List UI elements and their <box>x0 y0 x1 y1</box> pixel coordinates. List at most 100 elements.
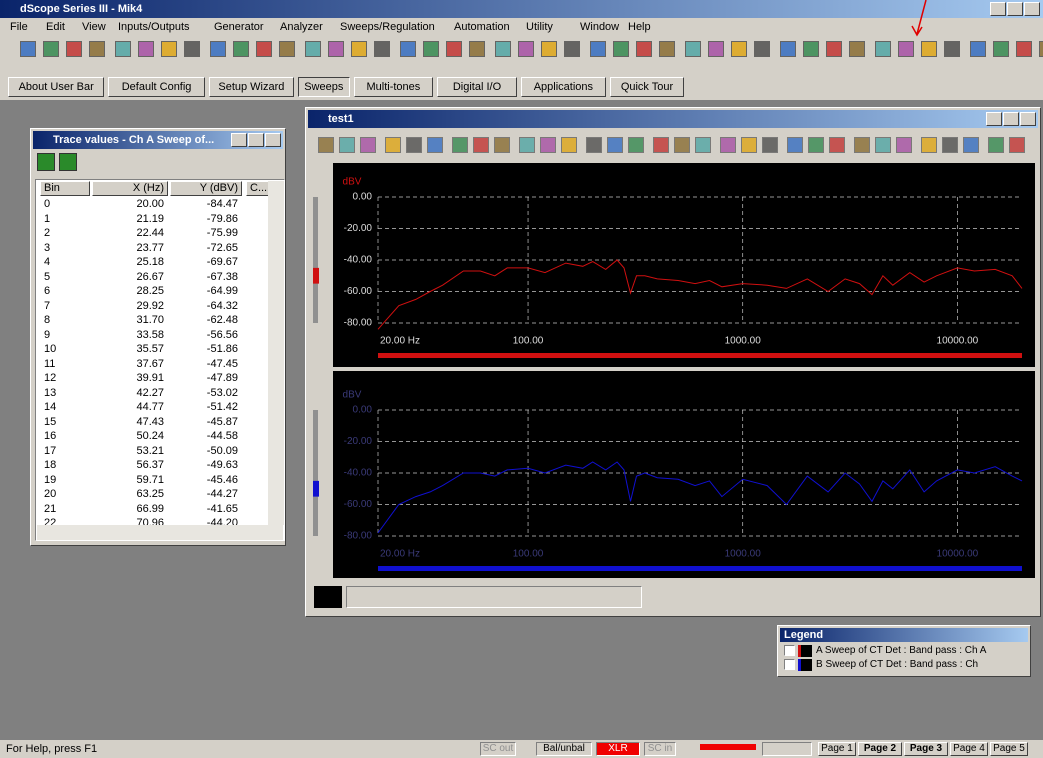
menu-item[interactable]: Sweeps/Regulation <box>340 21 435 33</box>
graph-toolbar-button[interactable] <box>741 137 757 153</box>
toolbar-button[interactable] <box>898 41 914 57</box>
graph-toolbar-button[interactable] <box>762 137 778 153</box>
graph-toolbar-button[interactable] <box>406 137 422 153</box>
graph-toolbar-button[interactable] <box>829 137 845 153</box>
toolbar-button[interactable] <box>210 41 226 57</box>
maximize-button[interactable] <box>1003 112 1019 126</box>
toolbar-button[interactable] <box>993 41 1009 57</box>
toolbar-button[interactable] <box>89 41 105 57</box>
page-tab[interactable]: Page 4 <box>950 742 988 756</box>
text-entry[interactable] <box>346 586 642 608</box>
checkbox[interactable] <box>784 645 795 656</box>
toolbar-button[interactable] <box>184 41 200 57</box>
graph-toolbar-button[interactable] <box>628 137 644 153</box>
toolbar-button[interactable] <box>970 41 986 57</box>
user-bar-button[interactable]: Multi-tones <box>353 77 434 97</box>
graph-toolbar-button[interactable] <box>473 137 489 153</box>
menu-item[interactable]: Window <box>580 21 620 33</box>
graph-toolbar-button[interactable] <box>339 137 355 153</box>
save-button[interactable] <box>37 153 55 171</box>
toolbar-button[interactable] <box>20 41 36 57</box>
user-bar-button[interactable]: About User Bar <box>8 77 105 97</box>
toolbar-button[interactable] <box>138 41 154 57</box>
page-tab[interactable]: Page 3 <box>904 742 948 756</box>
user-bar-button[interactable]: Setup Wizard <box>208 77 294 97</box>
graph-toolbar-button[interactable] <box>494 137 510 153</box>
toolbar-button[interactable] <box>541 41 557 57</box>
toolbar-button[interactable] <box>803 41 819 57</box>
toolbar-button[interactable] <box>921 41 937 57</box>
menu-item[interactable]: Edit <box>46 21 65 33</box>
toolbar-button[interactable] <box>328 41 344 57</box>
graph-toolbar-button[interactable] <box>385 137 401 153</box>
graph-toolbar-button[interactable] <box>808 137 824 153</box>
graph-toolbar-button[interactable] <box>787 137 803 153</box>
menu-item[interactable]: Automation <box>454 21 510 33</box>
graph-toolbar-button[interactable] <box>318 137 334 153</box>
toolbar-button[interactable] <box>351 41 367 57</box>
graph-toolbar-button[interactable] <box>896 137 912 153</box>
user-bar-button[interactable]: Applications <box>520 77 606 97</box>
toolbar-button[interactable] <box>826 41 842 57</box>
user-bar-button[interactable]: Digital I/O <box>437 77 517 97</box>
save-as-button[interactable] <box>59 153 77 171</box>
toolbar-button[interactable] <box>66 41 82 57</box>
toolbar-button[interactable] <box>1016 41 1032 57</box>
graph-toolbar-button[interactable] <box>720 137 736 153</box>
toolbar-button[interactable] <box>780 41 796 57</box>
graph-toolbar-button[interactable] <box>452 137 468 153</box>
menu-item[interactable]: View <box>82 21 106 33</box>
toolbar-button[interactable] <box>161 41 177 57</box>
toolbar-button[interactable] <box>233 41 249 57</box>
user-bar-button[interactable]: Default Config <box>108 77 205 97</box>
menu-item[interactable]: Help <box>628 21 651 33</box>
graph-toolbar-button[interactable] <box>1009 137 1025 153</box>
toolbar-button[interactable] <box>279 41 295 57</box>
toolbar-button[interactable] <box>754 41 770 57</box>
toolbar-button[interactable] <box>423 41 439 57</box>
toolbar-button[interactable] <box>944 41 960 57</box>
graph-toolbar-button[interactable] <box>607 137 623 153</box>
menu-item[interactable]: Analyzer <box>280 21 323 33</box>
toolbar-button[interactable] <box>685 41 701 57</box>
graph-toolbar-button[interactable] <box>519 137 535 153</box>
checkbox[interactable] <box>784 659 795 670</box>
toolbar-button[interactable] <box>636 41 652 57</box>
graph-toolbar-button[interactable] <box>988 137 1004 153</box>
user-bar-button[interactable]: Sweeps <box>298 77 350 97</box>
toolbar-button[interactable] <box>115 41 131 57</box>
graph-toolbar-button[interactable] <box>427 137 443 153</box>
graph-toolbar-button[interactable] <box>854 137 870 153</box>
toolbar-button[interactable] <box>256 41 272 57</box>
toolbar-button[interactable] <box>469 41 485 57</box>
menu-item[interactable]: Utility <box>526 21 553 33</box>
graph-toolbar-button[interactable] <box>360 137 376 153</box>
toolbar-button[interactable] <box>374 41 390 57</box>
graph-toolbar-button[interactable] <box>921 137 937 153</box>
maximize-button[interactable] <box>248 133 264 147</box>
graph-toolbar-button[interactable] <box>942 137 958 153</box>
graph-toolbar-button[interactable] <box>963 137 979 153</box>
user-bar-button[interactable]: Quick Tour <box>610 77 684 97</box>
minimize-button[interactable] <box>986 112 1002 126</box>
graph-toolbar-button[interactable] <box>653 137 669 153</box>
minimize-button[interactable] <box>231 133 247 147</box>
menu-item[interactable]: Generator <box>214 21 264 33</box>
toolbar-button[interactable] <box>875 41 891 57</box>
toolbar-button[interactable] <box>1039 41 1043 57</box>
graph-toolbar-button[interactable] <box>540 137 556 153</box>
toolbar-button[interactable] <box>659 41 675 57</box>
toolbar-button[interactable] <box>446 41 462 57</box>
graph-toolbar-button[interactable] <box>674 137 690 153</box>
menu-item[interactable]: File <box>10 21 28 33</box>
toolbar-button[interactable] <box>590 41 606 57</box>
toolbar-button[interactable] <box>495 41 511 57</box>
graph-toolbar-button[interactable] <box>875 137 891 153</box>
graph-toolbar-button[interactable] <box>561 137 577 153</box>
graph-toolbar-button[interactable] <box>586 137 602 153</box>
toolbar-button[interactable] <box>518 41 534 57</box>
toolbar-button[interactable] <box>305 41 321 57</box>
close-button[interactable] <box>265 133 281 147</box>
page-tab[interactable]: Page 5 <box>990 742 1028 756</box>
close-button[interactable] <box>1024 2 1040 16</box>
